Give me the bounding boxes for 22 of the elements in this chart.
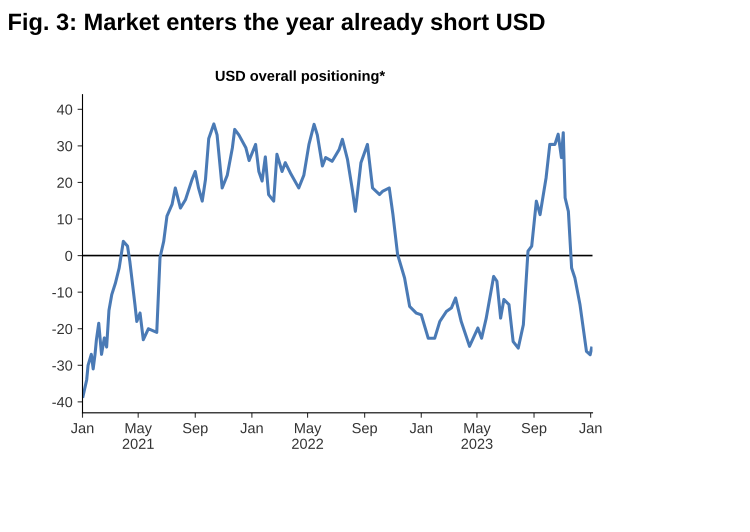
y-tick-label: 10 (58, 214, 72, 224)
x-tick-label: May 2021 (122, 423, 154, 449)
y-tick-label: 30 (57, 140, 72, 152)
y-tick-label: -40 (52, 396, 72, 408)
y-tick-label: -20 (52, 324, 72, 334)
x-tick-label: Jan (70, 423, 94, 434)
y-tick-label: 0 (65, 250, 72, 262)
x-tick-label: Jan (240, 423, 263, 434)
y-tick-label: -30 (52, 360, 72, 371)
x-tick-label: Sep (182, 422, 208, 436)
x-tick-label: Sep (352, 422, 378, 436)
y-tick-label: 40 (56, 104, 72, 115)
x-tick-label: Sep (522, 422, 546, 436)
x-tick-label: May 2023 (461, 423, 493, 449)
x-tick-label: May 2022 (292, 423, 324, 449)
x-tick-label: Jan (410, 423, 432, 434)
y-tick-label: -10 (52, 287, 72, 298)
chart-title: Fig. 3: Market enters the year already short USD (9, 12, 545, 35)
y-tick-label: 20 (57, 178, 72, 188)
chart-subtitle: USD overall positioning* (216, 70, 386, 84)
x-tick-label: Jan (579, 423, 602, 434)
line-series (82, 122, 592, 398)
